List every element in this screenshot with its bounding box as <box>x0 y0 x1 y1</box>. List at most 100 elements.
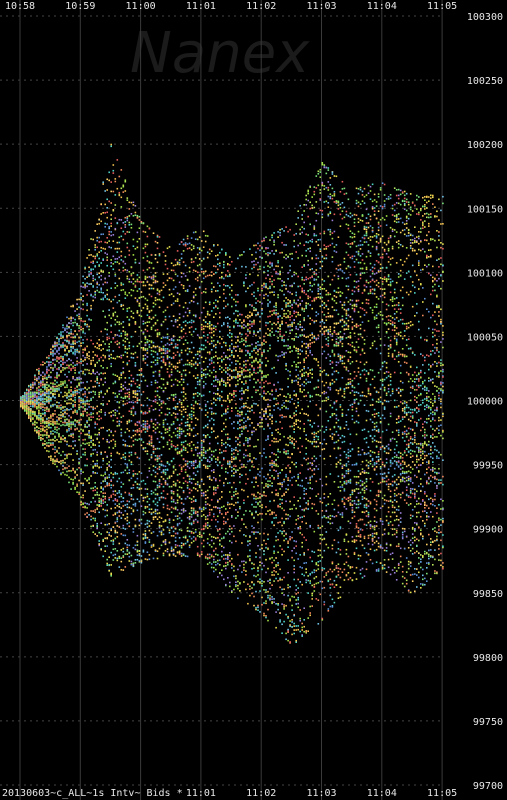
data-point <box>351 326 354 329</box>
data-point <box>243 569 245 571</box>
data-point <box>414 539 416 542</box>
data-point <box>273 268 275 271</box>
data-point <box>422 434 424 437</box>
data-point <box>56 342 58 344</box>
data-point <box>239 325 241 327</box>
data-point <box>359 324 362 326</box>
data-point <box>104 281 106 284</box>
data-point <box>426 406 428 409</box>
data-point <box>259 337 261 339</box>
data-point <box>434 361 436 363</box>
data-point <box>347 265 350 268</box>
data-point <box>128 377 131 379</box>
data-point <box>196 383 199 386</box>
data-point <box>150 444 153 447</box>
data-point <box>333 201 336 203</box>
data-point <box>210 271 213 273</box>
data-point <box>72 403 74 406</box>
data-point <box>237 257 239 260</box>
data-point <box>347 428 350 430</box>
data-point <box>267 483 269 486</box>
data-point <box>136 544 139 546</box>
data-point <box>82 372 84 375</box>
data-point <box>92 370 94 373</box>
data-point <box>90 308 92 311</box>
data-point <box>420 336 422 339</box>
data-point <box>333 193 336 195</box>
data-point <box>363 404 366 406</box>
data-point <box>367 511 370 514</box>
data-point <box>379 417 382 420</box>
data-point <box>235 414 237 417</box>
data-point <box>317 582 320 584</box>
data-point <box>82 351 84 354</box>
data-point <box>329 360 332 362</box>
data-point <box>245 363 247 366</box>
data-point <box>436 338 438 341</box>
data-point <box>241 571 243 573</box>
data-point <box>64 439 66 441</box>
data-point <box>192 464 195 467</box>
data-point <box>289 456 291 459</box>
data-point <box>152 302 155 304</box>
data-point <box>301 276 303 279</box>
data-point <box>164 255 167 257</box>
data-point <box>438 374 440 377</box>
data-point <box>196 353 199 355</box>
data-point <box>221 396 223 398</box>
data-point <box>170 368 173 371</box>
data-point <box>355 391 358 393</box>
data-point <box>432 428 434 430</box>
data-point <box>138 471 141 473</box>
data-point <box>301 307 303 310</box>
data-point <box>170 379 173 381</box>
data-point <box>78 397 80 399</box>
data-point <box>106 482 108 484</box>
data-point <box>82 339 84 341</box>
data-point <box>357 311 360 313</box>
data-point <box>428 196 430 198</box>
data-point <box>235 436 237 439</box>
data-point <box>138 262 141 264</box>
data-point <box>202 426 205 429</box>
data-point <box>349 299 352 301</box>
data-point <box>303 493 305 495</box>
data-point <box>160 525 163 527</box>
data-point <box>291 604 293 607</box>
data-point <box>426 418 428 420</box>
data-point <box>331 351 334 353</box>
data-point <box>50 426 52 429</box>
data-point <box>403 400 406 403</box>
data-point <box>442 391 444 394</box>
data-point <box>428 553 430 556</box>
data-point <box>323 549 326 552</box>
data-point <box>317 170 320 173</box>
data-point <box>428 200 430 202</box>
data-point <box>219 277 221 279</box>
data-point <box>102 310 104 312</box>
data-point <box>204 409 207 411</box>
data-point <box>96 405 98 408</box>
data-point <box>227 436 229 439</box>
data-point <box>371 429 374 431</box>
data-point <box>208 321 211 323</box>
data-point <box>247 369 249 371</box>
data-point <box>215 486 217 489</box>
data-point <box>321 213 324 216</box>
data-point <box>52 405 54 407</box>
data-point <box>66 354 68 357</box>
data-point <box>436 330 438 332</box>
data-point <box>347 564 350 567</box>
data-point <box>174 393 177 396</box>
data-point <box>229 368 231 371</box>
data-point <box>146 352 149 354</box>
data-point <box>80 456 82 458</box>
data-point <box>120 493 123 495</box>
data-point <box>409 442 412 444</box>
data-point <box>385 253 388 255</box>
data-point <box>70 422 72 424</box>
data-point <box>432 378 434 380</box>
data-point <box>385 519 388 522</box>
data-point <box>72 440 74 443</box>
data-point <box>403 450 406 452</box>
